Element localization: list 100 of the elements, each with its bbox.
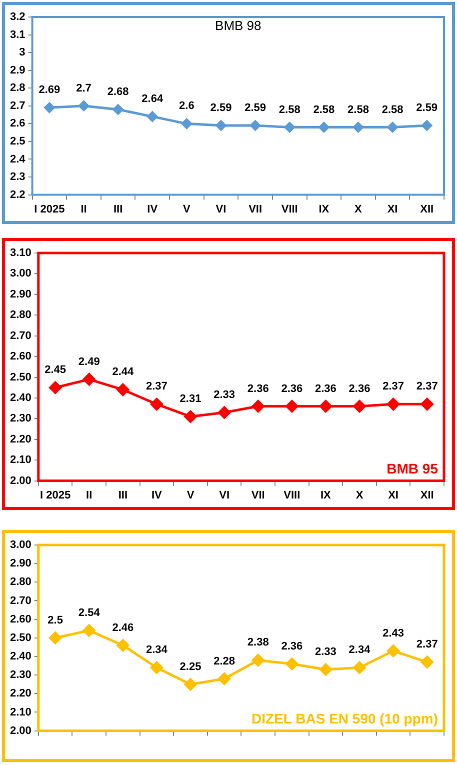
y-tick-label: 2.10 <box>10 454 32 466</box>
point <box>353 661 366 674</box>
data-label: 2.33 <box>214 388 236 401</box>
y-tick-label: 3 <box>19 46 26 59</box>
y-tick-label: 2.50 <box>10 632 32 644</box>
data-label: 2.54 <box>78 607 101 619</box>
data-label: 2.37 <box>146 380 168 393</box>
point <box>252 654 264 666</box>
y-tick-label: 2.00 <box>10 724 32 737</box>
x-tick-label: VII <box>248 203 262 216</box>
point <box>82 624 96 637</box>
x-tick-label: XII <box>420 203 434 216</box>
data-label: 2.36 <box>348 382 370 395</box>
x-tick-label: II <box>80 203 87 216</box>
point <box>286 400 298 412</box>
data-label: 2.44 <box>112 366 134 378</box>
data-label: 2.33 <box>314 646 336 658</box>
x-tick-label: IX <box>320 489 332 502</box>
x-tick-label: XI <box>387 203 398 216</box>
x-tick-label: I 2025 <box>34 203 65 216</box>
y-tick-label: 2.90 <box>10 558 32 570</box>
data-label: 2.36 <box>281 640 303 652</box>
data-label: 2.5 <box>48 614 63 626</box>
data-label: 2.43 <box>382 627 404 640</box>
data-label: 2.46 <box>112 622 134 634</box>
y-tick-label: 2.80 <box>10 576 32 588</box>
data-label: 2.69 <box>38 84 60 96</box>
x-tick-label: XI <box>388 489 399 502</box>
point <box>318 122 330 132</box>
point <box>147 111 158 122</box>
y-tick-label: 2.40 <box>10 392 32 404</box>
data-label: 2.38 <box>247 636 269 649</box>
x-tick-label: IX <box>318 203 330 216</box>
text: BMB 95 <box>386 460 438 477</box>
data-label: 2.59 <box>244 102 266 114</box>
data-label: 2.49 <box>78 356 100 368</box>
data-label: 2.68 <box>107 86 129 98</box>
data-label: 2.59 <box>416 102 438 114</box>
x-tick-label: V <box>186 489 195 502</box>
data-label: 2.59 <box>210 102 232 114</box>
data-label: 2.58 <box>348 104 369 116</box>
data-label: 2.36 <box>247 382 269 395</box>
point <box>116 639 130 652</box>
y-tick-label: 2.9 <box>10 64 26 76</box>
data-label: 2.25 <box>180 660 202 673</box>
data-label: 2.36 <box>314 382 336 395</box>
y-tick-label: 2.60 <box>10 613 32 626</box>
y-tick-label: 2.5 <box>10 135 26 148</box>
data-label: 2.7 <box>76 82 92 94</box>
data-label: 2.37 <box>416 380 438 393</box>
y-tick-label: 2.8 <box>10 82 26 94</box>
y-tick-label: 2.30 <box>10 669 32 682</box>
point <box>420 398 434 410</box>
point <box>116 383 130 396</box>
y-tick-label: 2.90 <box>10 288 32 300</box>
point <box>184 678 197 691</box>
y-tick-label: 2.4 <box>10 153 26 166</box>
y-tick-label: 2.40 <box>10 650 32 663</box>
data-label: 2.45 <box>44 364 66 376</box>
point <box>216 120 226 131</box>
point <box>49 632 62 644</box>
point <box>250 120 261 131</box>
y-tick-label: 2.60 <box>10 350 32 363</box>
y-tick-label: 2.70 <box>10 594 32 607</box>
y-tick-label: 3.10 <box>10 247 32 260</box>
x-tick-label: VII <box>251 489 265 502</box>
point <box>112 104 124 115</box>
x-tick-label: V <box>183 203 192 216</box>
data-label: 2.37 <box>416 638 438 651</box>
point <box>286 658 298 670</box>
y-tick-label: 2.70 <box>10 330 32 342</box>
point <box>422 120 432 131</box>
x-tick-label: VI <box>219 489 230 502</box>
point <box>218 672 231 686</box>
y-tick-label: 2.00 <box>10 474 32 487</box>
y-tick-label: 2.10 <box>10 706 32 718</box>
y-tick-label: 2.3 <box>10 171 26 184</box>
y-tick-label: 2.50 <box>10 371 32 384</box>
y-tick-label: 2.20 <box>10 433 32 446</box>
data-label: 2.64 <box>142 93 164 106</box>
x-tick-label: X <box>354 203 363 216</box>
point <box>352 122 364 132</box>
point <box>181 118 192 129</box>
point <box>184 410 197 423</box>
point <box>78 100 90 112</box>
x-tick-label: X <box>356 489 364 502</box>
y-tick-label: 3.1 <box>10 28 26 41</box>
y-tick-label: 3.00 <box>10 268 32 280</box>
data-label: 2.28 <box>214 655 236 668</box>
point <box>353 400 366 412</box>
y-tick-label: 2.2 <box>10 188 26 201</box>
point <box>252 400 264 412</box>
data-label: 2.58 <box>382 104 404 116</box>
y-tick-label: 2.20 <box>10 688 32 700</box>
data-label: 2.36 <box>281 382 303 395</box>
data-label: 2.58 <box>278 104 300 116</box>
point <box>150 661 163 674</box>
x-tick-label: III <box>118 489 128 502</box>
x-tick-label: II <box>86 489 92 502</box>
x-tick-label: XII <box>420 489 434 502</box>
